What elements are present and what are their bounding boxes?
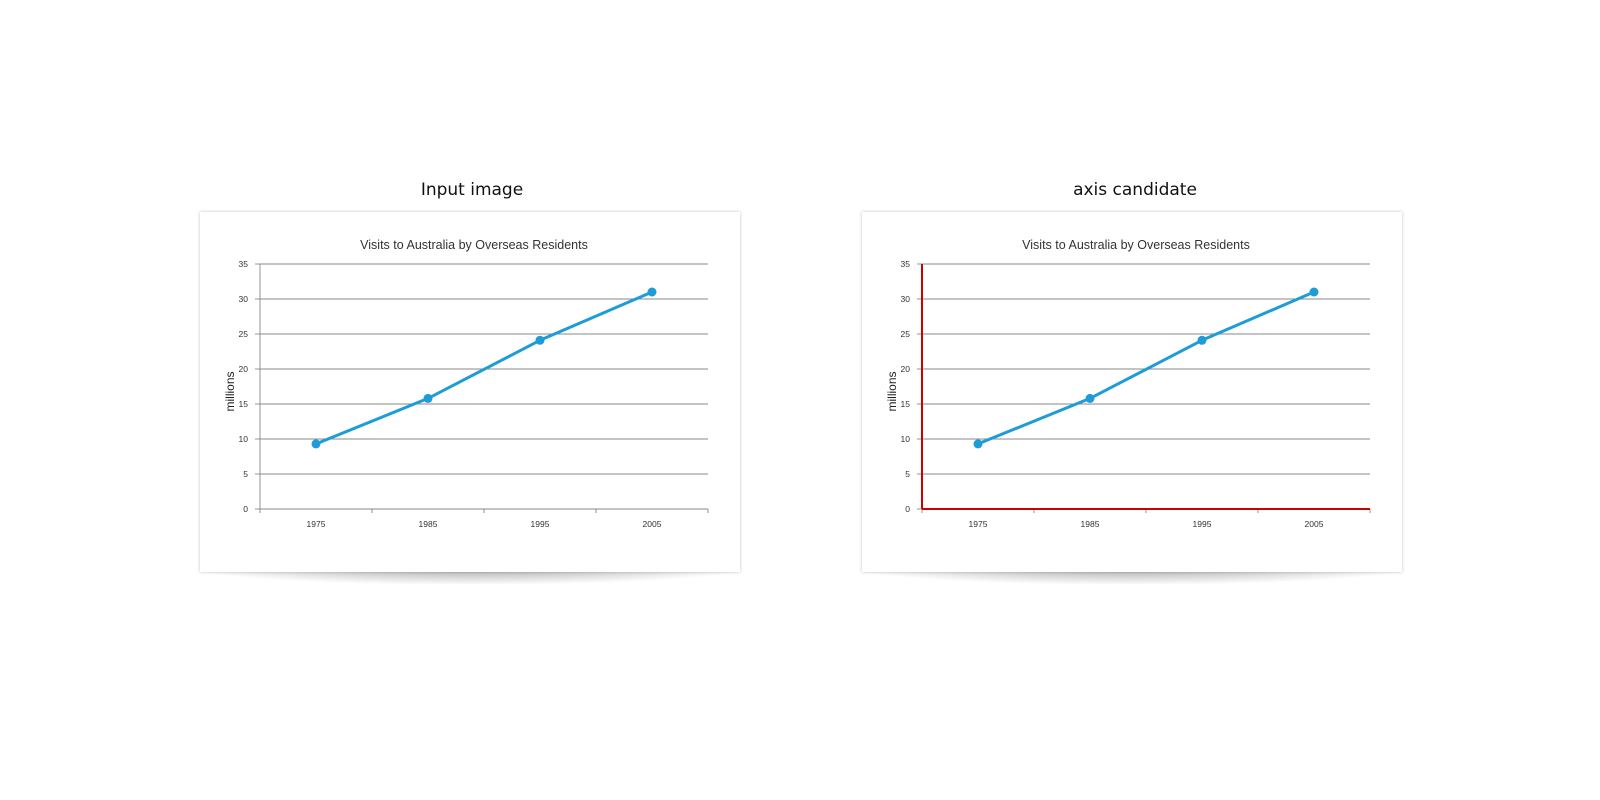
x-tick-label: 1995 bbox=[1193, 519, 1212, 529]
series-line bbox=[315, 290, 653, 446]
y-tick-label: 5 bbox=[905, 469, 910, 479]
data-point bbox=[535, 335, 545, 345]
y-tick-label: 5 bbox=[243, 469, 248, 479]
y-tick-label: 35 bbox=[239, 259, 249, 269]
x-tick-label: 2005 bbox=[643, 519, 662, 529]
y-tick-label: 35 bbox=[901, 259, 911, 269]
y-tick-label: 30 bbox=[239, 294, 249, 304]
y-tick-label: 30 bbox=[901, 294, 911, 304]
x-tick-label: 1985 bbox=[419, 519, 438, 529]
y-tick-label: 25 bbox=[901, 329, 911, 339]
y-tick-label: 25 bbox=[239, 329, 249, 339]
y-axis-label: millions bbox=[223, 371, 237, 411]
y-tick-label: 10 bbox=[901, 434, 911, 444]
x-tick-label: 1985 bbox=[1081, 519, 1100, 529]
y-tick-label: 15 bbox=[901, 399, 911, 409]
line-chart-input: Visits to Australia by Overseas Resident… bbox=[223, 238, 709, 529]
x-tick-label: 1995 bbox=[531, 519, 550, 529]
data-point bbox=[1085, 393, 1095, 403]
y-axis-label: millions bbox=[885, 371, 899, 411]
y-tick-label: 20 bbox=[901, 364, 911, 374]
panel-title-input: Input image bbox=[420, 180, 524, 200]
data-point bbox=[647, 287, 657, 297]
data-point bbox=[311, 439, 321, 449]
series-line bbox=[977, 290, 1315, 446]
chart-card-input: Visits to Australia by Overseas Resident… bbox=[200, 212, 740, 572]
data-point bbox=[1197, 335, 1207, 345]
data-point bbox=[1309, 287, 1319, 297]
chart-card-axis-candidate: Visits to Australia by Overseas Resident… bbox=[862, 212, 1402, 572]
chart-title: Visits to Australia by Overseas Resident… bbox=[1022, 238, 1250, 252]
x-tick-label: 1975 bbox=[969, 519, 988, 529]
data-point bbox=[973, 439, 983, 449]
y-tick-label: 0 bbox=[243, 504, 248, 514]
x-tick-label: 2005 bbox=[1305, 519, 1324, 529]
y-tick-label: 20 bbox=[239, 364, 249, 374]
y-tick-label: 0 bbox=[905, 504, 910, 514]
x-tick-label: 1975 bbox=[307, 519, 326, 529]
data-point bbox=[423, 393, 433, 403]
y-tick-label: 15 bbox=[239, 399, 249, 409]
line-chart-axis-candidate: Visits to Australia by Overseas Resident… bbox=[885, 238, 1371, 529]
chart-title: Visits to Australia by Overseas Resident… bbox=[360, 238, 588, 252]
panel-title-axis-candidate: axis candidate bbox=[1073, 180, 1197, 200]
y-tick-label: 10 bbox=[239, 434, 249, 444]
